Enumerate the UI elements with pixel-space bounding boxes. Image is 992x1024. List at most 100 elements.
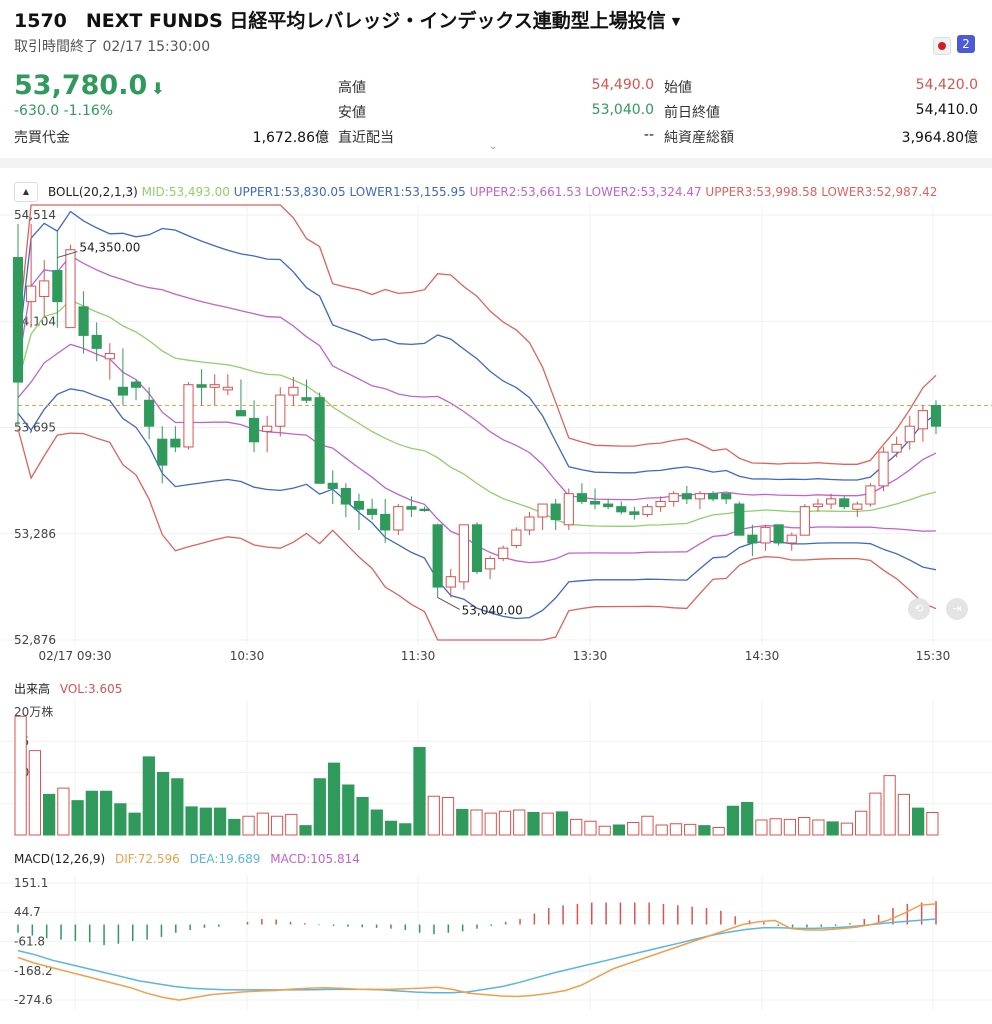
volume-legend-value: VOL:3.605: [59, 682, 123, 696]
chevron-down-icon[interactable]: ▼: [671, 15, 681, 28]
volume-bar: [85, 790, 98, 836]
volume-bar: [798, 817, 811, 836]
boll-legend-title: BOLL(20,2,1,3): [48, 185, 138, 199]
candle-body: [235, 410, 247, 417]
volume-bar: [897, 793, 911, 836]
volume-bar: [712, 827, 725, 836]
candle-body: [432, 524, 443, 588]
volume-bar: [270, 815, 284, 836]
volume-bar: [356, 797, 369, 836]
volume-bar: [570, 818, 583, 836]
volume-bar: [171, 778, 184, 836]
candle-body: [314, 397, 325, 484]
section-divider: [0, 158, 992, 168]
candle-body: [262, 425, 273, 432]
collapse-indicator-button[interactable]: ▲: [14, 182, 38, 202]
price-x-tick-label: 14:30: [745, 649, 780, 663]
boll-legend-mid: MID:53,493.00: [141, 185, 230, 199]
boll-upper3-line: [17, 204, 937, 465]
candle-body: [550, 503, 561, 521]
volume-bar: [413, 747, 426, 836]
reset-zoom-icon[interactable]: ⟲: [908, 598, 930, 620]
volume-bar: [285, 813, 298, 836]
trading-status: 取引時間終了 02/17 15:30:00: [14, 39, 211, 55]
expand-chevron-icon[interactable]: ⌄: [489, 141, 498, 152]
candle-body: [248, 417, 260, 443]
boll-legend: BOLL(20,2,1,3) MID:53,493.00 UPPER1:53,8…: [48, 184, 968, 200]
macd-y-tick-label: 151.1: [14, 876, 48, 890]
low-value: 53,040.0: [591, 102, 654, 118]
boll-lower3-line: [17, 428, 937, 641]
volume-bar: [883, 775, 896, 836]
macd-y-tick-label: 44.7: [14, 905, 41, 919]
candle-body: [891, 443, 902, 453]
candle-body: [524, 516, 535, 531]
candle-body: [616, 506, 627, 513]
macd-legend: MACD(12,26,9) DIF:72.596 DEA:19.689 MACD…: [14, 852, 360, 866]
price-x-tick-label: 13:30: [573, 649, 608, 663]
volume-bar: [541, 812, 554, 836]
volume-bar: [470, 809, 483, 836]
candle-body: [91, 334, 102, 349]
candle-body: [799, 506, 810, 536]
macd-legend-dea: DEA:19.689: [189, 852, 261, 866]
candle-body: [878, 451, 889, 487]
volume-bar: [199, 807, 212, 836]
turnover-label: 売買代金: [14, 130, 70, 146]
volume-bar: [42, 793, 56, 836]
candle-body: [209, 384, 220, 388]
volume-bar: [114, 803, 127, 836]
volume-bar: [869, 792, 882, 836]
macd-y-tick-label: -168.2: [14, 964, 53, 978]
price-value: 53,780.0: [14, 70, 148, 101]
volume-bar: [441, 797, 455, 836]
macd-legend-title: MACD(12,26,9): [14, 852, 106, 866]
volume-bar: [926, 812, 939, 836]
candle-body: [747, 534, 758, 544]
volume-bar: [14, 715, 27, 836]
volume-bar: [456, 808, 469, 836]
open-label: 始値: [664, 80, 692, 96]
macd-y-tick-label: -61.8: [14, 935, 45, 949]
candle-body: [12, 257, 24, 383]
candle-body: [485, 558, 496, 570]
volume-bar: [313, 778, 326, 836]
volume-bar: [840, 822, 854, 836]
volume-bar: [156, 772, 170, 836]
volume-bar: [513, 809, 526, 836]
net-assets-label: 純資産総額: [664, 130, 734, 146]
candle-body: [904, 425, 915, 443]
prev-close-label: 前日終値: [664, 105, 720, 121]
candle-body: [419, 508, 430, 512]
volume-bar: [213, 807, 227, 836]
candle-body: [511, 529, 522, 547]
scroll-end-icon[interactable]: ⇥: [946, 598, 968, 620]
macd-legend-dif: DIF:72.596: [114, 852, 180, 866]
candle-body: [222, 386, 233, 391]
boll-legend-lower3: LOWER3:52,987.42: [821, 185, 938, 199]
volume-bar: [498, 810, 512, 836]
low-label: 安値: [338, 105, 366, 121]
page-title[interactable]: 1570 NEXT FUNDS 日経平均レバレッジ・インデックス連動型上場投信 ▼: [14, 6, 680, 33]
volume-bar: [185, 806, 198, 836]
lightning-badge-icon[interactable]: 2: [957, 35, 975, 53]
volume-unit-label: 20万株: [14, 704, 53, 719]
candle-body: [576, 493, 588, 502]
high-annotation-label: 54,350.00: [79, 241, 140, 255]
volume-bar: [299, 825, 312, 836]
prev-close-value: 54,410.0: [915, 102, 978, 118]
candle-body: [26, 285, 37, 303]
candle-body: [707, 493, 719, 500]
volume-bar: [684, 823, 697, 836]
boll-legend-lower2: LOWER2:53,324.47: [585, 185, 702, 199]
volume-bar: [399, 823, 412, 836]
candle-body: [130, 381, 142, 388]
candle-body: [681, 493, 692, 500]
volume-bar: [669, 823, 683, 836]
candle-body: [786, 534, 797, 544]
candle-body: [812, 503, 824, 508]
boll-lower1-line: [17, 388, 937, 620]
price-y-tick-label: 54,514: [14, 208, 56, 222]
candle-body: [825, 498, 837, 505]
